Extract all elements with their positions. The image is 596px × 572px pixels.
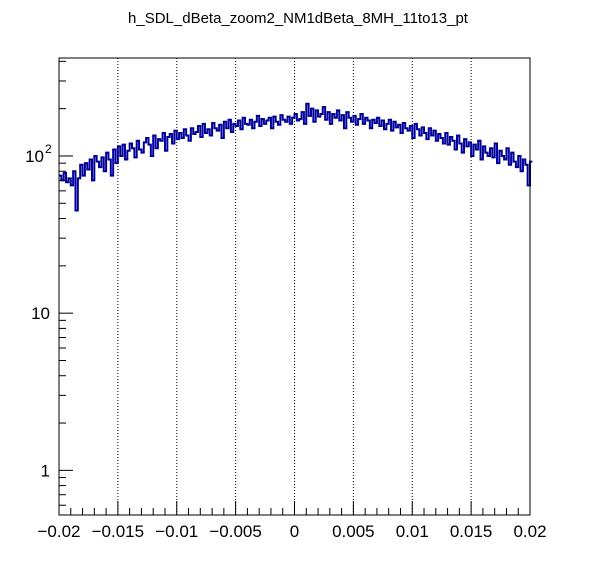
y-tick-label: 10 bbox=[31, 304, 50, 323]
x-tick-label: −0.02 bbox=[37, 522, 80, 541]
y-tick-exponent: 2 bbox=[45, 142, 52, 156]
x-axis: −0.02 −0.015 −0.01 −0.005 0 0.005 0.01 0.015 0.0… bbox=[37, 501, 547, 541]
chart-title: h_SDL_dBeta_zoom2_NM1dBeta_8MH_11to13_pt bbox=[128, 10, 468, 27]
histogram-series-line bbox=[59, 102, 533, 212]
y-tick-label: 1 bbox=[41, 461, 50, 480]
x-tick-label: −0.015 bbox=[92, 522, 144, 541]
x-tick-label: 0.015 bbox=[450, 522, 493, 541]
x-tick-label: −0.005 bbox=[209, 522, 261, 541]
x-tick-label: −0.01 bbox=[155, 522, 198, 541]
x-tick-label: 0.02 bbox=[513, 522, 546, 541]
x-tick-label: 0.01 bbox=[396, 522, 429, 541]
x-gridlines bbox=[117, 58, 472, 515]
x-tick-label: 0.005 bbox=[332, 522, 375, 541]
x-tick-label: 0 bbox=[290, 522, 299, 541]
y-tick-label: 10 bbox=[25, 147, 44, 166]
